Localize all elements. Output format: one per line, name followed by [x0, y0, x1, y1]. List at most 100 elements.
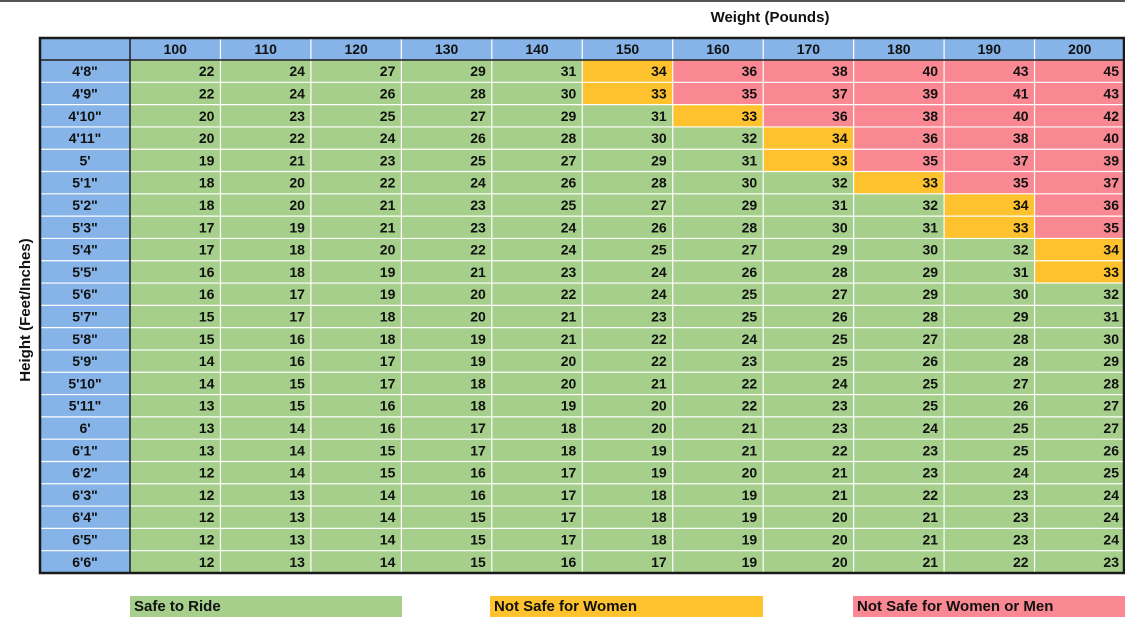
- cell-5-6: [672, 171, 764, 194]
- cell-value: 15: [470, 554, 486, 570]
- row-header: 4'11": [69, 130, 102, 146]
- cell-17-0: [130, 439, 221, 462]
- cell-10-6: [672, 283, 764, 306]
- cell-value: 37: [1103, 175, 1119, 191]
- cell-value: 24: [561, 242, 577, 258]
- cell-value: 45: [1103, 63, 1119, 79]
- cell-value: 27: [1013, 375, 1029, 391]
- cell-value: 24: [832, 375, 848, 391]
- cell-value: 15: [470, 532, 486, 548]
- cell-12-3: [401, 327, 492, 350]
- cell-value: 16: [470, 465, 486, 481]
- cell-value: 16: [380, 420, 396, 436]
- cell-19-7: [763, 483, 854, 507]
- cell-10-9: [944, 283, 1035, 306]
- cell-value: 30: [832, 219, 848, 235]
- cell-value: 23: [1103, 554, 1119, 570]
- cell-value: 27: [561, 152, 577, 168]
- cell-value: 33: [742, 108, 758, 124]
- cell-16-10: [1034, 416, 1125, 440]
- cell-9-1: [220, 260, 311, 284]
- cell-value: 18: [289, 264, 305, 280]
- cell-13-0: [130, 349, 221, 373]
- cell-value: 28: [1013, 353, 1029, 369]
- cell-value: 25: [1013, 442, 1029, 458]
- cell-17-7: [763, 439, 854, 462]
- cell-21-3: [401, 528, 492, 551]
- cell-value: 36: [923, 130, 939, 146]
- cell-value: 26: [561, 175, 577, 191]
- cell-9-2: [310, 260, 402, 284]
- cell-1-10: [1034, 82, 1125, 105]
- cell-5-0: [130, 171, 221, 194]
- cell-15-5: [582, 394, 673, 417]
- cell-value: 22: [742, 398, 758, 414]
- cell-17-1: [220, 439, 311, 462]
- cell-value: 18: [380, 331, 396, 347]
- cell-17-5: [582, 439, 673, 462]
- cell-value: 20: [561, 353, 577, 369]
- cell-20-4: [491, 506, 583, 529]
- cell-value: 37: [1013, 152, 1029, 168]
- cell-21-2: [310, 528, 402, 551]
- cell-value: 35: [1013, 175, 1029, 191]
- cell-4-1: [220, 149, 311, 172]
- cell-value: 21: [380, 219, 396, 235]
- cell-2-8: [853, 104, 945, 127]
- cell-value: 17: [561, 532, 577, 548]
- cell-14-9: [944, 372, 1035, 395]
- cell-value: 32: [1013, 242, 1029, 258]
- cell-18-8: [853, 461, 945, 484]
- cell-22-9: [944, 550, 1035, 573]
- cell-12-10: [1034, 327, 1125, 350]
- cell-value: 29: [561, 108, 577, 124]
- cell-value: 27: [1103, 420, 1119, 436]
- cell-value: 18: [561, 442, 577, 458]
- cell-1-1: [220, 82, 311, 105]
- cell-15-7: [763, 394, 854, 417]
- cell-value: 19: [380, 264, 396, 280]
- cell-value: 29: [1103, 353, 1119, 369]
- cell-19-1: [220, 483, 311, 507]
- cell-14-0: [130, 372, 221, 395]
- cell-3-6: [672, 126, 764, 150]
- cell-19-4: [491, 483, 583, 507]
- cell-value: 23: [923, 465, 939, 481]
- cell-value: 19: [289, 219, 305, 235]
- cell-value: 21: [742, 442, 758, 458]
- cell-value: 24: [1103, 509, 1119, 525]
- cell-value: 18: [199, 197, 215, 213]
- row-header: 5'10": [68, 375, 101, 391]
- cell-value: 18: [651, 487, 667, 503]
- cell-value: 25: [1103, 465, 1119, 481]
- cell-0-4: [491, 60, 583, 83]
- cell-value: 43: [1103, 85, 1119, 101]
- cell-value: 25: [742, 286, 758, 302]
- cell-value: 21: [470, 264, 486, 280]
- cell-value: 18: [651, 509, 667, 525]
- cell-9-9: [944, 260, 1035, 284]
- cell-2-10: [1034, 104, 1125, 127]
- cell-value: 38: [923, 108, 939, 124]
- cell-value: 14: [289, 442, 305, 458]
- cell-3-9: [944, 126, 1035, 150]
- cell-value: 12: [199, 487, 215, 503]
- column-header-140: 140: [525, 41, 549, 57]
- cell-16-2: [310, 416, 402, 440]
- cell-value: 24: [923, 420, 939, 436]
- cell-20-0: [130, 506, 221, 529]
- cell-7-0: [130, 216, 221, 239]
- cell-value: 19: [199, 152, 215, 168]
- cell-value: 25: [832, 353, 848, 369]
- cell-15-10: [1034, 394, 1125, 417]
- cell-value: 24: [1103, 532, 1119, 548]
- legend-not-safe-women: Not Safe for Women: [490, 596, 763, 617]
- cell-4-4: [491, 149, 583, 172]
- cell-value: 26: [832, 309, 848, 325]
- cell-value: 19: [742, 554, 758, 570]
- cell-11-1: [220, 305, 311, 328]
- row-header: 5'5": [72, 264, 98, 280]
- cell-14-5: [582, 372, 673, 395]
- cell-3-0: [130, 126, 221, 150]
- cell-20-8: [853, 506, 945, 529]
